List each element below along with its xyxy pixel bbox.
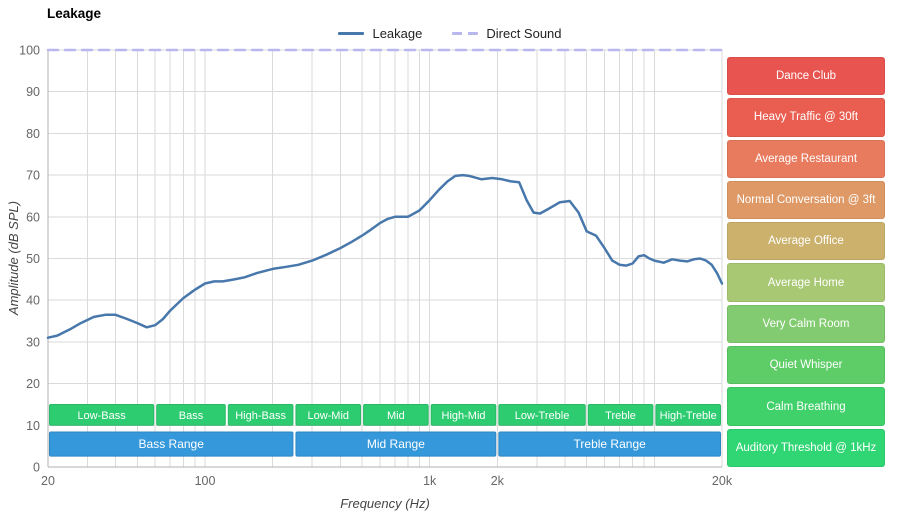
svg-text:80: 80 [26, 127, 40, 141]
svg-text:20: 20 [41, 474, 55, 488]
svg-text:50: 50 [26, 252, 40, 266]
chart-title: Leakage [47, 6, 102, 21]
band-Mid [363, 403, 429, 426]
axis-tick-labels: 20 100 1k 2k 20k 0 10 20 30 40 50 60 70 80 90 100 [19, 44, 733, 489]
svg-text:Mid Range: Mid Range [367, 437, 425, 451]
svg-text:20k: 20k [712, 474, 733, 488]
ambient-level: Very Calm Room [727, 304, 885, 344]
svg-text:Mid: Mid [387, 410, 405, 422]
svg-text:High-Mid: High-Mid [442, 410, 486, 422]
chart-series [46, 48, 724, 339]
svg-text:1k: 1k [423, 474, 437, 488]
svg-text:0: 0 [33, 461, 40, 475]
band-Low-Mid [295, 403, 362, 426]
band-High-Bass [227, 403, 294, 426]
svg-text:Treble Range: Treble Range [574, 437, 647, 451]
x-axis-title: Frequency (Hz) [340, 496, 430, 511]
svg-text:90: 90 [26, 85, 40, 99]
svg-text:Bass Range: Bass Range [139, 437, 205, 451]
svg-text:100: 100 [195, 474, 216, 488]
ambient-level: Normal Conversation @ 3ft [727, 180, 885, 220]
svg-text:40: 40 [26, 294, 40, 308]
y-axis-title: Amplitude (dB SPL) [6, 200, 21, 316]
leakage-line-swatch [338, 32, 365, 35]
band-Treble [587, 403, 654, 426]
axis-lines [47, 50, 722, 468]
direct-sound-line-swatch [452, 32, 479, 35]
band-High-Treble [655, 403, 721, 426]
ambient-level: Quiet Whisper [727, 346, 885, 385]
svg-text:High-Treble: High-Treble [660, 410, 717, 422]
band-Treble Range [498, 431, 722, 457]
ambient-noise-levels: Dance Club Heavy Traffic @ 30ft Average Re… [727, 57, 885, 467]
svg-text:Bass: Bass [179, 410, 204, 422]
band-Low-Treble [498, 403, 586, 426]
legend-label-direct-sound: Direct Sound [486, 26, 562, 41]
svg-text:70: 70 [26, 169, 40, 183]
svg-text:High-Bass: High-Bass [235, 410, 286, 422]
svg-text:100: 100 [19, 44, 40, 58]
series-leakage [46, 173, 724, 339]
svg-text:Treble: Treble [605, 410, 636, 422]
legend-item-leakage[interactable]: Leakage [338, 26, 422, 41]
svg-text:2k: 2k [491, 474, 505, 488]
band-Low-Bass [49, 403, 155, 426]
svg-text:Low-Bass: Low-Bass [77, 410, 126, 422]
band-High-Mid [430, 403, 497, 426]
svg-text:Low-Treble: Low-Treble [515, 410, 570, 422]
frequency-band-labels: Low-Bass Bass High-Bass Low-Mid Mid High-Mid L… [49, 403, 722, 457]
svg-text:30: 30 [26, 335, 40, 349]
ambient-level: Calm Breathing [727, 387, 885, 426]
svg-text:20: 20 [26, 377, 40, 391]
ambient-level: Dance Club [727, 57, 885, 96]
band-Bass [156, 403, 226, 426]
ambient-level: Average Restaurant [727, 139, 885, 178]
svg-text:60: 60 [26, 210, 40, 224]
svg-text:10: 10 [26, 419, 40, 433]
legend-item-direct-sound[interactable]: Direct Sound [452, 26, 562, 41]
band-Mid Range [295, 431, 497, 457]
svg-text:Low-Mid: Low-Mid [307, 410, 349, 422]
band-Bass Range [49, 431, 294, 457]
ambient-level: Average Home [727, 263, 885, 302]
ambient-level: Heavy Traffic @ 30ft [727, 98, 885, 137]
ambient-level: Average Office [727, 222, 885, 261]
ambient-level: Auditory Threshold @ 1kHz [727, 428, 885, 467]
chart-legend: Leakage Direct Sound [0, 26, 900, 41]
legend-label-leakage: Leakage [372, 26, 423, 41]
